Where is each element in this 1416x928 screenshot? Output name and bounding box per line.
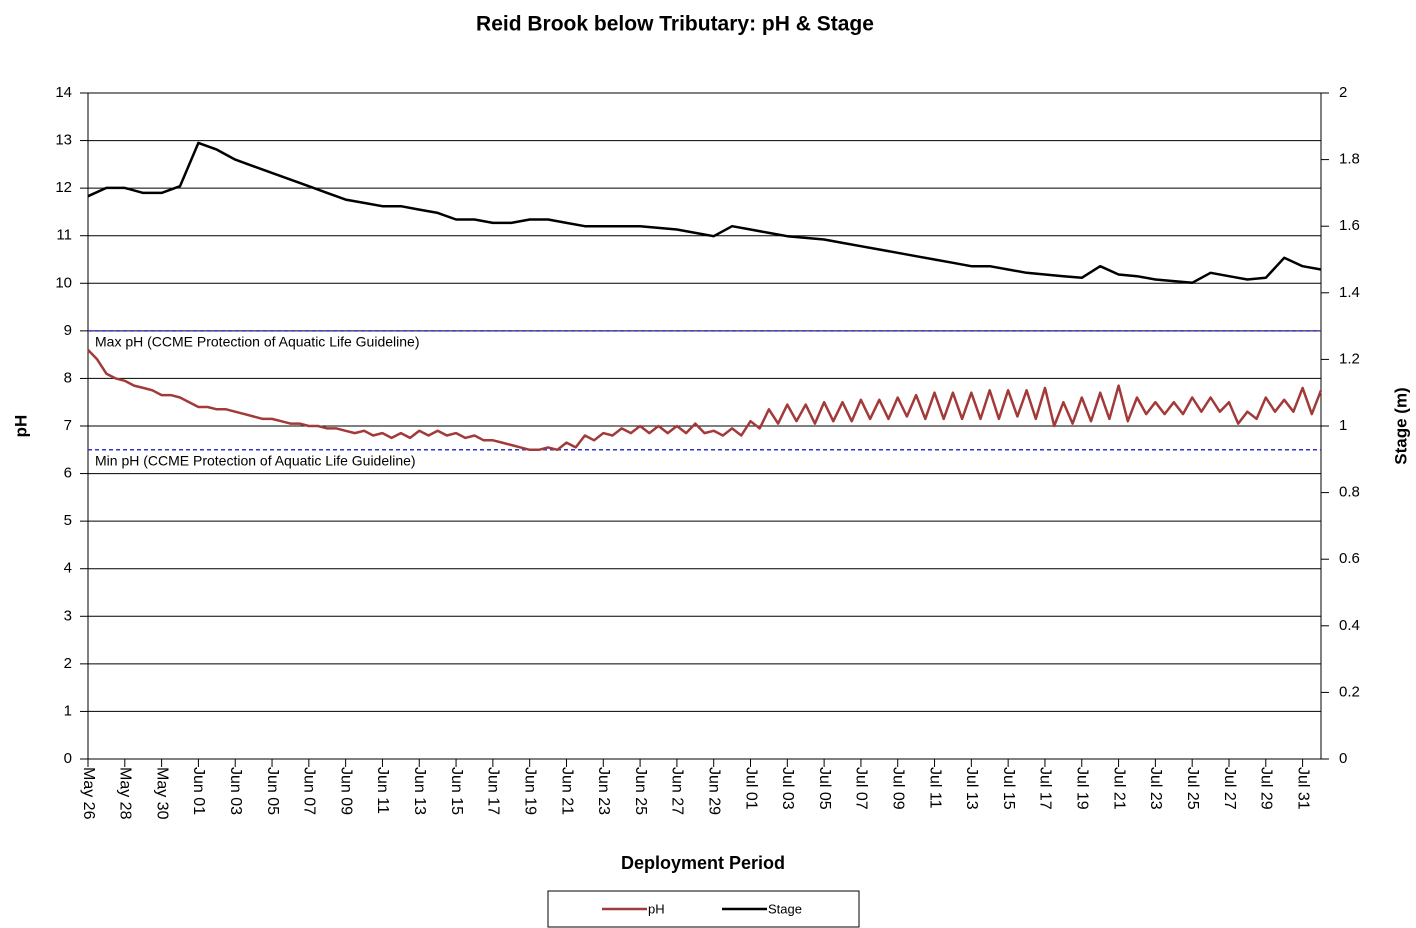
x-tick-label: Jun 29: [705, 767, 722, 815]
y2-tick-label: 1: [1339, 417, 1347, 434]
x-tick-label: Jun 23: [595, 767, 612, 815]
x-tick-label: Jul 23: [1147, 767, 1164, 810]
y-tick-label: 6: [64, 465, 72, 482]
x-tick-label: Jul 09: [889, 767, 906, 810]
reference-label: Max pH (CCME Protection of Aquatic Life …: [95, 334, 419, 350]
y-tick-label: 2: [64, 655, 72, 672]
x-tick-label: Jul 31: [1294, 767, 1311, 810]
x-tick-label: May 26: [80, 767, 97, 820]
y-axis-label: pH: [11, 415, 30, 438]
series-line: [87, 349, 1323, 452]
x-tick-label: Jun 11: [374, 767, 391, 814]
y-tick-label: 7: [64, 417, 72, 434]
x-tick-label: Jun 21: [558, 767, 575, 815]
y-tick-label: 4: [64, 560, 72, 577]
y2-tick-label: 0: [1339, 750, 1347, 767]
x-tick-label: Jul 19: [1074, 767, 1091, 810]
x-tick-label: Jul 07: [853, 767, 870, 810]
y2-tick-label: 1.8: [1339, 151, 1360, 168]
x-tick-label: May 28: [117, 767, 134, 820]
y2-axis-label: Stage (m): [1391, 387, 1410, 464]
x-tick-label: Jun 19: [521, 767, 538, 815]
x-tick-label: Jun 17: [485, 767, 502, 815]
y2-tick-label: 1.4: [1339, 284, 1360, 301]
y2-tick-label: 2: [1339, 84, 1347, 101]
x-tick-label: Jun 01: [190, 767, 207, 815]
x-tick-label: Jun 13: [411, 767, 428, 815]
legend-label: pH: [648, 901, 665, 916]
y-tick-label: 8: [64, 369, 72, 386]
x-axis-label: Deployment Period: [621, 853, 785, 873]
x-tick-label: May 30: [153, 767, 170, 820]
y-tick-label: 10: [55, 274, 72, 291]
x-tick-label: Jul 25: [1184, 767, 1201, 810]
y2-tick-label: 0.6: [1339, 550, 1360, 567]
x-tick-label: Jul 17: [1037, 767, 1054, 810]
y-tick-label: 3: [64, 607, 72, 624]
x-tick-label: Jun 05: [264, 767, 281, 815]
x-tick-label: Jun 09: [337, 767, 354, 815]
y2-tick-label: 0.2: [1339, 683, 1360, 700]
y-tick-label: 1: [64, 702, 72, 719]
x-tick-label: Jul 29: [1258, 767, 1275, 810]
x-tick-label: Jun 25: [632, 767, 649, 815]
y2-tick-label: 0.8: [1339, 484, 1360, 501]
reference-label: Min pH (CCME Protection of Aquatic Life …: [95, 452, 416, 468]
x-tick-label: Jul 03: [779, 767, 796, 810]
x-tick-label: Jul 01: [742, 767, 759, 810]
x-tick-label: Jun 15: [448, 767, 465, 815]
series-line: [87, 141, 1322, 285]
x-tick-label: Jul 15: [1000, 767, 1017, 810]
x-tick-label: Jul 21: [1110, 767, 1127, 810]
y-tick-label: 0: [64, 750, 72, 767]
x-tick-label: Jul 05: [816, 767, 833, 810]
x-tick-label: Jul 27: [1221, 767, 1238, 810]
x-tick-label: Jun 07: [301, 767, 318, 815]
y-tick-label: 12: [55, 179, 72, 196]
y2-tick-label: 1.2: [1339, 350, 1360, 367]
y-tick-label: 5: [64, 512, 72, 529]
chart-title: Reid Brook below Tributary: pH & Stage: [476, 13, 874, 36]
y-tick-label: 14: [55, 84, 72, 101]
legend-label: Stage: [768, 901, 802, 916]
y-tick-label: 11: [56, 227, 72, 244]
legend-box: [547, 890, 860, 928]
x-tick-label: Jun 27: [669, 767, 686, 815]
x-tick-label: Jun 03: [227, 767, 244, 815]
y-tick-label: 9: [64, 322, 72, 339]
y2-tick-label: 0.4: [1339, 617, 1360, 634]
y-tick-label: 13: [55, 132, 72, 149]
x-tick-label: Jul 13: [963, 767, 980, 810]
y2-tick-label: 1.6: [1339, 217, 1360, 234]
x-tick-label: Jul 11: [926, 767, 943, 809]
